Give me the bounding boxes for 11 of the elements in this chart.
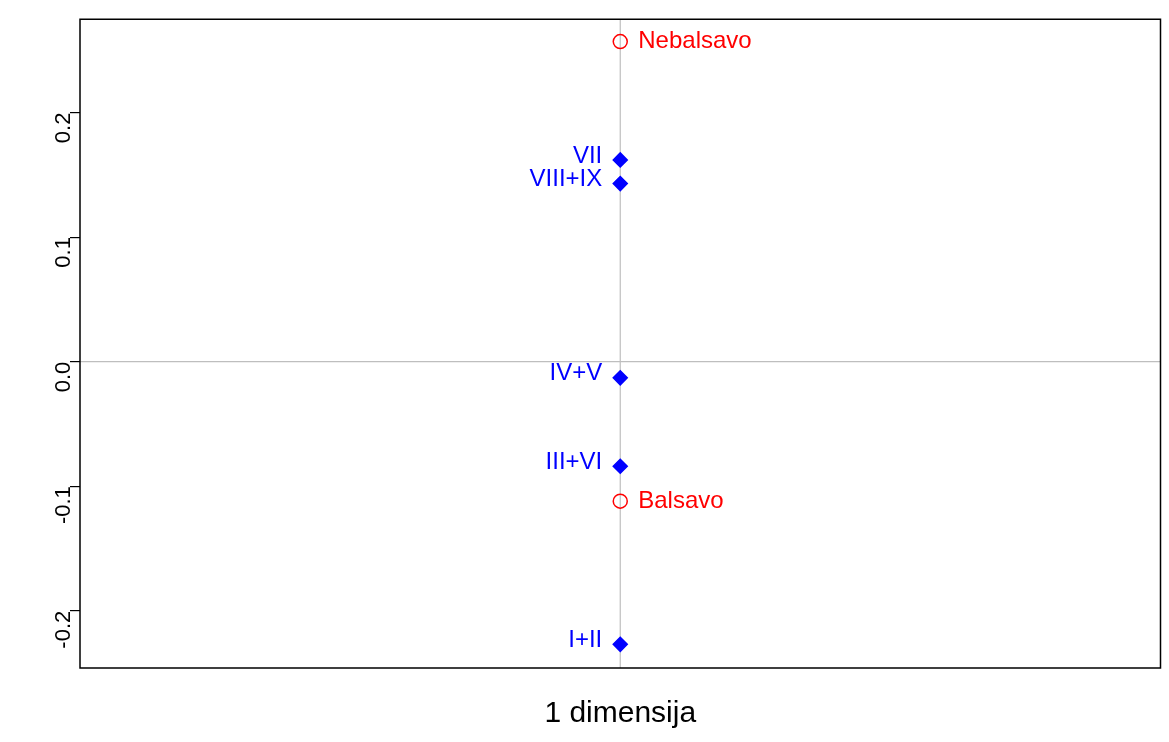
series-label: Balsavo <box>638 485 724 513</box>
y-tick-label: 0.0 <box>50 361 76 393</box>
x-axis-title: 1 dimensija <box>544 695 697 729</box>
y-tick-label: -0.2 <box>50 610 76 649</box>
series-label: III+VI <box>545 446 603 474</box>
y-tick-label: 0.1 <box>50 237 76 268</box>
series-label: I+II <box>568 624 603 652</box>
series-label: IV+V <box>549 358 603 386</box>
y-tick-label: 0.2 <box>50 112 76 144</box>
y-tick-label: -0.1 <box>50 486 76 525</box>
series-label: Nebalsavo <box>638 26 752 54</box>
